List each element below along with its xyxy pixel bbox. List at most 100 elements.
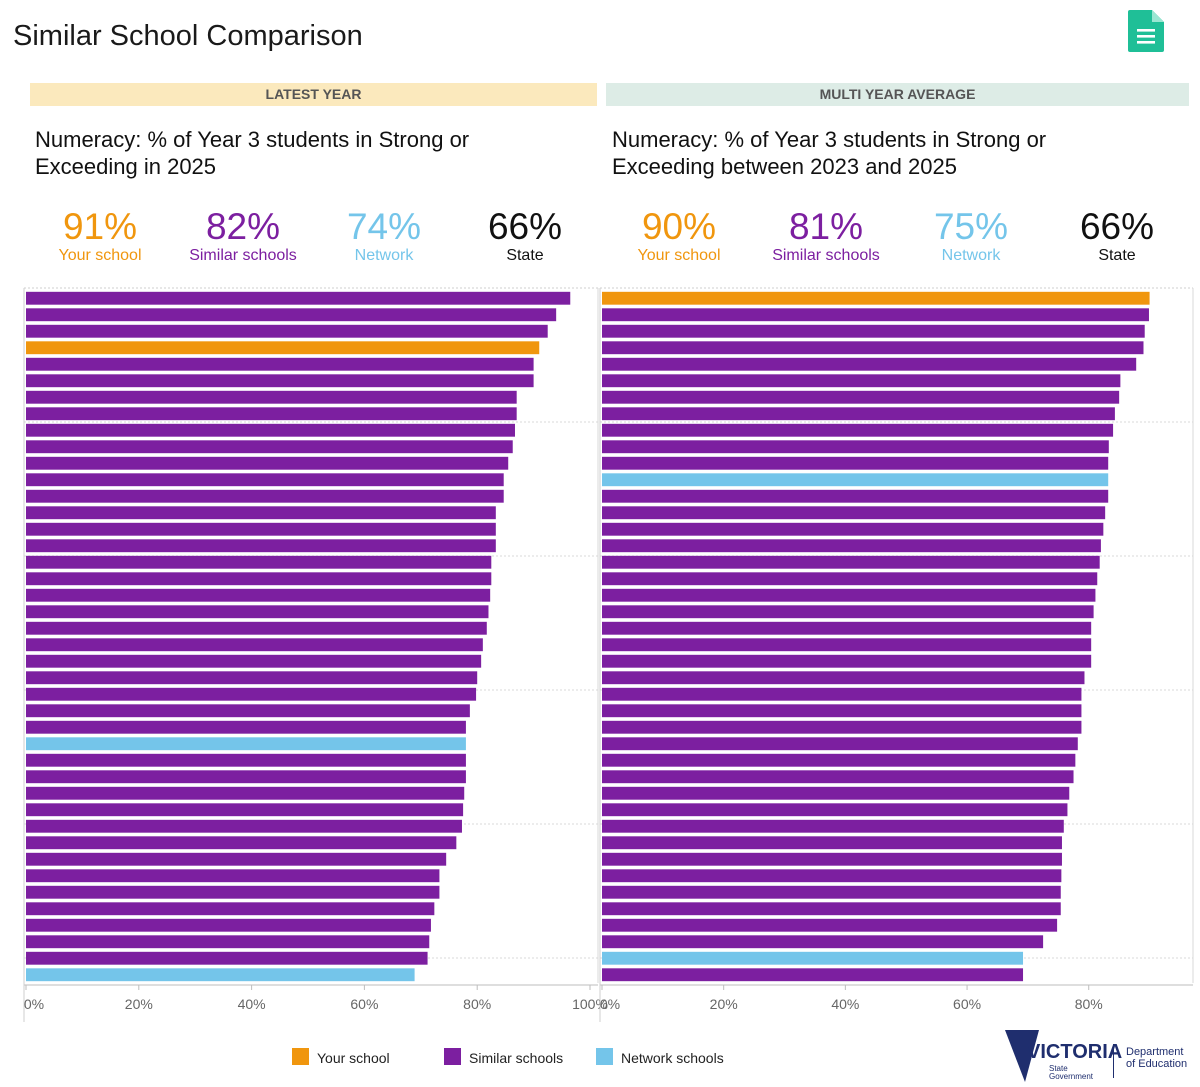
bar-similar xyxy=(602,539,1101,553)
stat-label: Your school xyxy=(58,247,142,264)
stat-value: 81% xyxy=(788,206,864,247)
bar-similar xyxy=(26,638,483,652)
x-tick-label: 40% xyxy=(238,996,266,1012)
bar-similar xyxy=(26,852,447,866)
logo-divider xyxy=(1113,1044,1114,1078)
bar-your-school xyxy=(26,341,540,355)
legend-label: Network schools xyxy=(621,1050,724,1066)
stat-value: 66% xyxy=(487,206,563,247)
legend-swatch-similar-schools xyxy=(444,1048,461,1065)
multi-year-average-band[interactable]: MULTI YEAR AVERAGE xyxy=(606,83,1189,106)
logo-sub2: Government xyxy=(1049,1072,1094,1081)
latest-year-band[interactable]: LATEST YEAR xyxy=(30,83,597,106)
logo-dept2: of Education xyxy=(1126,1058,1187,1070)
bar-network xyxy=(26,968,415,982)
left-panel-title: Numeracy: % of Year 3 students in Strong… xyxy=(35,126,469,180)
bar-similar xyxy=(602,836,1062,850)
bar-similar xyxy=(26,291,571,305)
bar-similar xyxy=(602,819,1064,833)
left-stat-similar-schools: 82% Similar schools xyxy=(178,205,308,265)
bar-similar xyxy=(602,456,1109,470)
stat-value: 91% xyxy=(62,206,138,247)
x-tick-label: 80% xyxy=(1075,996,1103,1012)
right-panel-title: Numeracy: % of Year 3 students in Strong… xyxy=(612,126,1046,180)
bar-similar xyxy=(26,654,482,668)
bar-similar xyxy=(602,341,1144,355)
stat-value: 74% xyxy=(346,206,422,247)
right-title-line2: Exceeding between 2023 and 2025 xyxy=(612,154,957,179)
victoria-government-logo: VICTORIA State Government Department of … xyxy=(1005,1030,1187,1082)
stat-label: Network xyxy=(941,247,1001,264)
left-title-line2: Exceeding in 2025 xyxy=(35,154,217,179)
bar-similar xyxy=(602,968,1024,982)
bar-similar xyxy=(602,654,1092,668)
x-tick-label: 20% xyxy=(125,996,153,1012)
bar-similar xyxy=(602,671,1085,685)
bar-similar xyxy=(602,555,1100,569)
stat-label: Your school xyxy=(637,247,721,264)
x-tick-label: 60% xyxy=(350,996,378,1012)
bar-similar xyxy=(26,753,466,767)
legend-label: Your school xyxy=(317,1050,390,1066)
bar-similar xyxy=(26,440,513,454)
x-tick-label: 100% xyxy=(572,996,608,1012)
right-title-line1: Numeracy: % of Year 3 students in Strong… xyxy=(612,127,1047,152)
stat-label: State xyxy=(506,247,544,264)
x-tick-label: 20% xyxy=(710,996,738,1012)
bar-similar xyxy=(26,869,440,883)
bar-similar xyxy=(26,423,515,437)
left-stat-your-school: 91% Your school xyxy=(50,205,150,265)
bar-similar xyxy=(602,423,1114,437)
bar-similar xyxy=(602,357,1137,371)
bar-similar xyxy=(26,902,435,916)
bar-similar xyxy=(26,522,496,536)
bar-similar xyxy=(602,803,1068,817)
victoria-logo-mark xyxy=(1005,1030,1039,1082)
bar-similar xyxy=(602,390,1120,404)
bar-similar xyxy=(602,407,1115,421)
bar-similar xyxy=(26,836,457,850)
bar-similar xyxy=(602,605,1094,619)
bar-similar xyxy=(26,786,465,800)
bar-similar xyxy=(602,935,1044,949)
document-icon[interactable] xyxy=(1128,10,1164,52)
bar-network xyxy=(602,951,1024,965)
bar-network xyxy=(26,737,466,751)
bar-similar xyxy=(602,621,1092,635)
bar-similar xyxy=(602,704,1082,718)
bar-similar xyxy=(26,951,428,965)
bar-similar xyxy=(602,324,1145,338)
bar-similar xyxy=(26,605,489,619)
stat-label: Network xyxy=(354,247,414,264)
logo-dept1: Department xyxy=(1126,1046,1183,1058)
bar-similar xyxy=(602,852,1062,866)
bar-similar xyxy=(602,489,1109,503)
left-title-line1: Numeracy: % of Year 3 students in Strong… xyxy=(35,127,470,152)
bar-similar xyxy=(26,918,431,932)
bar-similar xyxy=(602,374,1121,388)
bar-similar xyxy=(26,819,462,833)
left-stat-state: 66% State xyxy=(475,205,575,265)
bar-similar xyxy=(602,753,1076,767)
legend-swatch-network-schools xyxy=(596,1048,613,1065)
x-tick-label: 0% xyxy=(24,996,44,1012)
bar-similar xyxy=(26,770,466,784)
bar-similar xyxy=(26,704,470,718)
stat-value: 90% xyxy=(641,206,717,247)
bar-similar xyxy=(26,374,534,388)
bar-similar xyxy=(26,308,557,322)
bar-similar xyxy=(602,588,1096,602)
bar-similar xyxy=(26,407,517,421)
bar-similar xyxy=(26,935,430,949)
bar-similar xyxy=(602,869,1062,883)
bar-similar xyxy=(602,506,1106,520)
bar-similar xyxy=(26,489,504,503)
right-stat-similar-schools: 81% Similar schools xyxy=(761,205,891,265)
bar-similar xyxy=(602,786,1070,800)
legend-label: Similar schools xyxy=(469,1050,564,1066)
bar-similar xyxy=(26,456,509,470)
bar-similar xyxy=(602,440,1109,454)
bar-similar xyxy=(602,885,1061,899)
bar-similar xyxy=(602,638,1092,652)
